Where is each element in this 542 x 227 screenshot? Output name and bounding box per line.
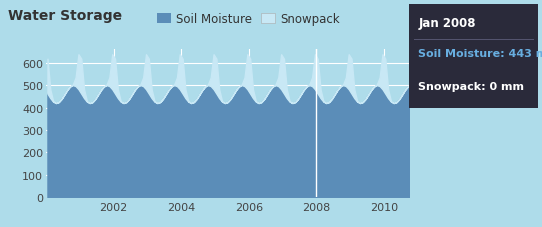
- Text: Jan 2008: Jan 2008: [418, 17, 476, 30]
- Text: Snowpack: 0 mm: Snowpack: 0 mm: [418, 82, 524, 92]
- Legend: Soil Moisture, Snowpack: Soil Moisture, Snowpack: [152, 8, 345, 30]
- Text: Water Storage: Water Storage: [8, 9, 122, 23]
- Text: Soil Moisture: 443 mm: Soil Moisture: 443 mm: [418, 48, 542, 58]
